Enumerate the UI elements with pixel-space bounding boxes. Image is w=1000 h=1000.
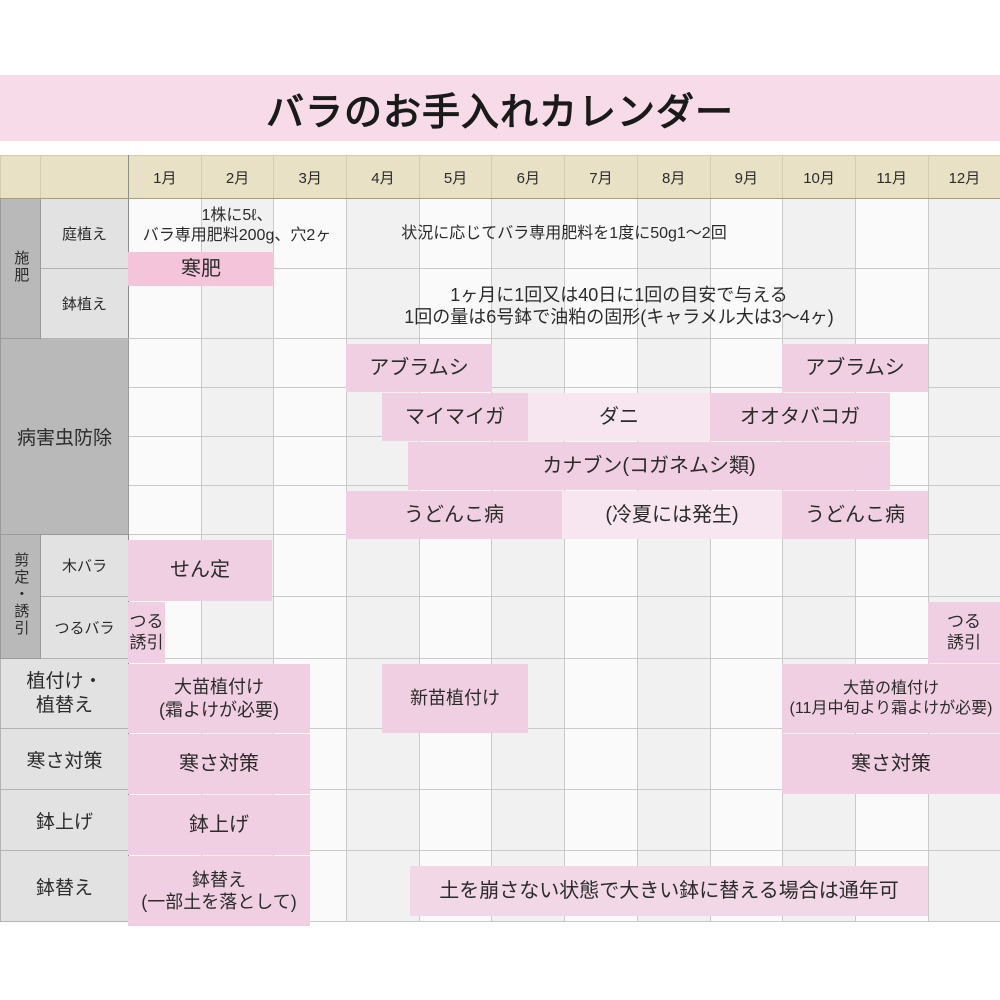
sub-header-garden-planted: 庭植え: [40, 198, 129, 269]
month-header-9: 9月: [709, 155, 784, 199]
month-header-3: 3月: [273, 155, 348, 199]
bar-potting-up[interactable]: 鉢上げ: [128, 795, 310, 855]
bar-winter-fertilizer[interactable]: 寒肥: [128, 252, 274, 286]
bar-cool-summer-note[interactable]: (冷夏には発生): [562, 491, 782, 539]
bar-mite[interactable]: ダニ: [599, 405, 639, 428]
month-header-10: 10月: [782, 155, 856, 199]
sub-header-bush-rose: 木バラ: [40, 534, 129, 597]
bar-gypsy-moth[interactable]: マイマイガ: [382, 393, 528, 441]
bar-aphid-spring[interactable]: アブラムシ: [346, 344, 492, 392]
month-header-2: 2月: [200, 155, 275, 199]
row-fertilizer-pot: 鉢植え: [1, 268, 1000, 339]
month-header-8: 8月: [636, 155, 711, 199]
bar-scarab-beetle[interactable]: カナブン(コガネムシ類): [408, 442, 890, 490]
bar-pruning[interactable]: せん定: [128, 540, 272, 601]
bar-fertilizer-garden-span[interactable]: 状況に応じてバラ専用肥料を1度に50g1～2回: [401, 225, 727, 242]
bar-repot[interactable]: 鉢替え (一部土を落として): [128, 856, 310, 926]
bar-repot-all-year[interactable]: 土を崩さない状態で大きい鉢に替える場合は通年可: [410, 866, 928, 916]
sub-header-climbing-rose: つるバラ: [40, 596, 129, 659]
group-header-planting: 植付け・ 植替え: [0, 658, 129, 729]
bar-powdery-mildew-spring[interactable]: うどんこ病: [346, 491, 562, 539]
bar-tobacco-beetle[interactable]: オオタバコガ: [710, 393, 890, 441]
month-header-7: 7月: [564, 155, 638, 199]
bar-powdery-mildew-autumn[interactable]: うどんこ病: [782, 491, 928, 539]
group-header-pruning-training: 剪定・誘引: [0, 534, 41, 659]
bar-training-december[interactable]: つる 誘引: [928, 602, 1000, 663]
bar-fertilizer-pot-span[interactable]: 1ヶ月に1回又は40日に1回の目安で与える 1回の量は6号鉢で油粕の固形(キャラ…: [404, 284, 834, 328]
bar-fertilizer-garden-note[interactable]: 1株に5ℓ、 バラ専用肥料200g、穴2ヶ: [142, 207, 332, 244]
sub-header-pot-planted: 鉢植え: [40, 268, 129, 339]
month-header-11: 11月: [854, 155, 929, 199]
group-header-repot: 鉢替え: [0, 850, 129, 922]
month-header-5: 5月: [418, 155, 493, 199]
bar-cold-measure-winter[interactable]: 寒さ対策: [128, 734, 310, 794]
month-header-6: 6月: [491, 155, 566, 199]
calendar-title-bar: バラのお手入れカレンダー: [0, 75, 1000, 141]
group-header-pest-control: 病害虫防除: [0, 338, 129, 535]
month-header-row: 1月 2月 3月 4月 5月 6月 7月 8月 9月 10月 11月 12月: [0, 155, 1000, 199]
group-header-fertilizer: 施肥: [0, 198, 41, 339]
month-header-1: 1月: [128, 155, 202, 199]
corner-cell-sub: [40, 155, 129, 199]
bar-new-seedling[interactable]: 新苗植付け: [382, 664, 528, 733]
month-header-12: 12月: [927, 155, 1000, 199]
group-header-potting-up: 鉢上げ: [0, 789, 129, 851]
bar-big-seedling-autumn[interactable]: 大苗の植付け (11月中旬より霜よけが必要): [782, 664, 1000, 733]
page-title: バラのお手入れカレンダー: [265, 91, 734, 134]
corner-cell-group: [0, 155, 41, 199]
bar-cold-measure-autumn[interactable]: 寒さ対策: [782, 734, 1000, 794]
bar-training-january[interactable]: つる 誘引: [128, 602, 165, 663]
bar-aphid-autumn[interactable]: アブラムシ: [782, 344, 928, 392]
group-header-cold-measures: 寒さ対策: [0, 728, 129, 790]
month-header-4: 4月: [346, 155, 420, 199]
bar-big-seedling-spring[interactable]: 大苗植付け (霜よけが必要): [128, 664, 310, 733]
